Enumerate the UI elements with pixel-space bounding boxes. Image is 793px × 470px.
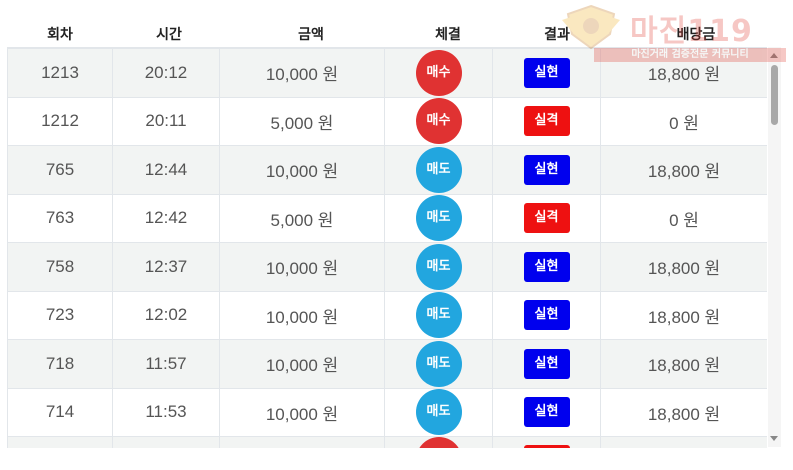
column-header-payout: 배당금 [676,27,716,43]
trade-direction-badge: 매수 [415,49,462,96]
table-row: 763 12:42 5,000 원 매도 실격 0 원 [7,193,767,243]
trade-cell [384,436,493,448]
trade-direction-badge: 매도 [415,195,462,242]
result-cell: 실현 [492,242,601,292]
trade-cell: 매수 [384,96,493,146]
time-cell: 12:37 [112,242,220,292]
round-cell: 1212 [7,96,113,146]
payout-cell: 18,800 원 [600,48,767,98]
vertical-scrollbar[interactable] [768,47,781,447]
column-header-amount: 금액 [298,27,324,43]
time-cell: 11:53 [112,387,220,437]
amount-cell: 10,000 원 [219,48,385,98]
amount-cell: 10,000 원 [219,339,385,389]
table-row: 765 12:44 10,000 원 매도 실현 18,800 원 [7,145,767,195]
table-row: 1213 20:12 10,000 원 매수 실현 18,800 원 [7,48,767,98]
payout-cell: 18,800 원 [600,387,767,437]
scroll-up-arrow-icon[interactable] [770,53,778,58]
payout-cell: 18,800 원 [600,145,767,195]
trade-direction-badge: 매도 [415,146,462,193]
result-cell: 실격 [492,96,601,146]
round-cell [7,436,113,448]
amount-cell: 5,000 원 [219,96,385,146]
table-row: 714 11:53 10,000 원 매도 실현 18,800 원 [7,387,767,437]
time-cell: 20:12 [112,48,220,98]
result-cell: 실현 [492,290,601,340]
trade-cell: 매수 [384,48,493,98]
trade-cell: 매도 [384,193,493,243]
round-cell: 758 [7,242,113,292]
time-cell: 11:57 [112,339,220,389]
amount-cell: 10,000 원 [219,242,385,292]
payout-cell: 18,800 원 [600,290,767,340]
column-header-trade: 체결 [435,27,461,43]
result-cell: 실격 [492,193,601,243]
result-cell [492,436,601,448]
table-row: 718 11:57 10,000 원 매도 실현 18,800 원 [7,339,767,389]
result-badge: 실현 [523,397,570,428]
trade-cell: 매도 [384,339,493,389]
scrollbar-thumb[interactable] [771,65,778,125]
trade-direction-badge: 매도 [415,389,462,436]
trade-direction-badge: 매도 [415,340,462,387]
result-cell: 실현 [492,48,601,98]
time-cell: 20:11 [112,96,220,146]
amount-cell [219,436,385,448]
table-row: 1212 20:11 5,000 원 매수 실격 0 원 [7,96,767,146]
table-row: 723 12:02 10,000 원 매도 실현 18,800 원 [7,290,767,340]
result-badge: 실현 [523,154,570,185]
payout-cell: 18,800 원 [600,242,767,292]
column-header-round: 회차 [47,27,73,43]
payout-cell: 18,800 원 [600,339,767,389]
time-cell: 12:44 [112,145,220,195]
result-cell: 실현 [492,339,601,389]
column-header-result: 결과 [544,27,570,43]
round-cell: 765 [7,145,113,195]
amount-cell: 10,000 원 [219,290,385,340]
result-badge: 실현 [523,300,570,331]
result-badge: 실현 [523,251,570,282]
result-badge: 실현 [523,348,570,379]
payout-cell [600,436,767,448]
trade-direction-badge [415,437,462,448]
amount-cell: 5,000 원 [219,193,385,243]
result-badge: 실격 [523,106,570,137]
round-cell: 714 [7,387,113,437]
table-row [7,436,767,448]
round-cell: 718 [7,339,113,389]
time-cell [112,436,220,448]
trade-direction-badge: 매도 [415,243,462,290]
round-cell: 763 [7,193,113,243]
amount-cell: 10,000 원 [219,387,385,437]
trade-cell: 매도 [384,242,493,292]
payout-cell: 0 원 [600,193,767,243]
result-badge: 실격 [523,203,570,234]
round-cell: 1213 [7,48,113,98]
time-cell: 12:02 [112,290,220,340]
column-header-time: 시간 [156,27,182,43]
trade-direction-badge: 매도 [415,292,462,339]
table-header: 회차 시간 금액 체결 결과 배당금 [0,0,768,47]
round-cell: 723 [7,290,113,340]
amount-cell: 10,000 원 [219,145,385,195]
scroll-down-arrow-icon[interactable] [770,436,778,441]
result-badge: 실현 [523,57,570,88]
trade-cell: 매도 [384,145,493,195]
history-table: 1213 20:12 10,000 원 매수 실현 18,800 원 1212 20:11 5,… [7,47,767,448]
trade-cell: 매도 [384,387,493,437]
result-cell: 실현 [492,145,601,195]
payout-cell: 0 원 [600,96,767,146]
result-cell: 실현 [492,387,601,437]
time-cell: 12:42 [112,193,220,243]
trade-direction-badge: 매수 [415,98,462,145]
trade-cell: 매도 [384,290,493,340]
table-row: 758 12:37 10,000 원 매도 실현 18,800 원 [7,242,767,292]
result-badge [523,445,570,448]
